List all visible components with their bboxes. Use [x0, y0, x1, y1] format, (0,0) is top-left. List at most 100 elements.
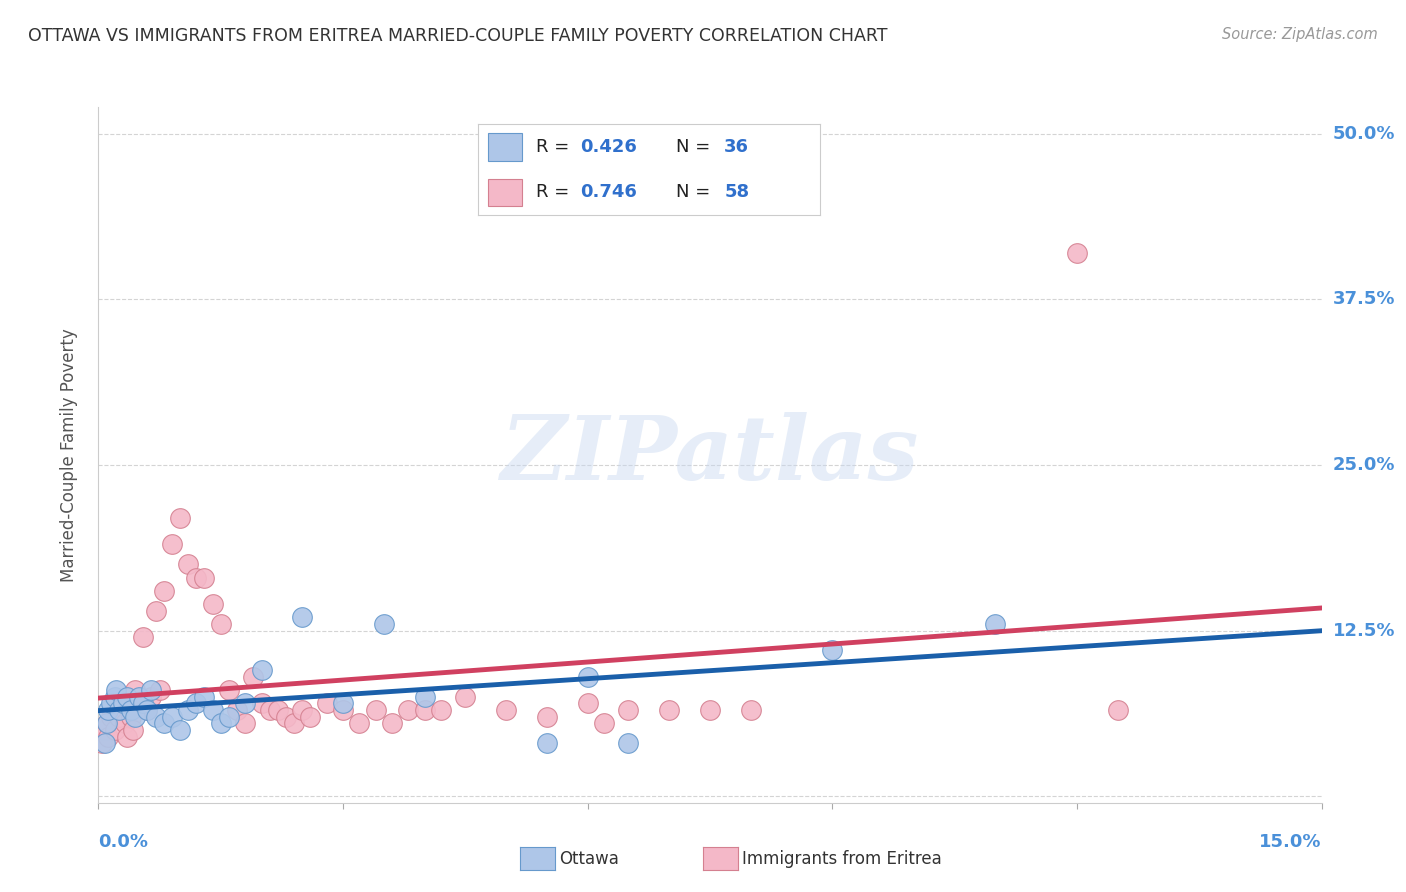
Point — [332, 697, 354, 711]
Point — [1066, 245, 1088, 260]
Text: 0.426: 0.426 — [581, 138, 637, 156]
Point — [454, 690, 477, 704]
Point — [136, 703, 159, 717]
Point — [536, 736, 558, 750]
Point — [128, 690, 150, 704]
Point — [100, 697, 122, 711]
Point — [209, 616, 232, 631]
Point — [193, 570, 215, 584]
Text: 0.746: 0.746 — [581, 183, 637, 202]
Point — [152, 716, 174, 731]
Point — [177, 703, 200, 717]
Point — [104, 723, 127, 737]
Point — [430, 703, 453, 717]
FancyBboxPatch shape — [488, 178, 522, 206]
Point — [149, 683, 172, 698]
Text: ZIPatlas: ZIPatlas — [502, 412, 918, 498]
Point — [115, 730, 138, 744]
Point — [699, 703, 721, 717]
Point — [315, 697, 337, 711]
Point — [186, 570, 208, 584]
Point — [536, 709, 558, 723]
Point — [291, 610, 314, 624]
Text: R =: R = — [536, 183, 575, 202]
Point — [617, 736, 640, 750]
Point — [821, 643, 844, 657]
Point — [201, 703, 224, 717]
Point — [160, 537, 183, 551]
Point — [97, 730, 120, 744]
Point — [413, 703, 436, 717]
Text: R =: R = — [536, 138, 575, 156]
Point — [108, 703, 131, 717]
Point — [658, 703, 681, 717]
Point — [233, 697, 256, 711]
Point — [111, 697, 134, 711]
Point — [259, 703, 281, 717]
Point — [576, 697, 599, 711]
Point — [145, 709, 167, 723]
Point — [1107, 703, 1129, 717]
Point — [250, 663, 273, 677]
Text: N =: N = — [676, 138, 716, 156]
Point — [218, 683, 240, 698]
Point — [120, 703, 142, 717]
Point — [152, 583, 174, 598]
Text: 50.0%: 50.0% — [1333, 125, 1395, 143]
Point — [128, 697, 150, 711]
Text: N =: N = — [676, 183, 716, 202]
Point — [108, 709, 131, 723]
Point — [91, 736, 114, 750]
Point — [242, 670, 264, 684]
Point — [396, 703, 419, 717]
Point — [495, 703, 517, 717]
FancyBboxPatch shape — [488, 134, 522, 161]
Point — [94, 723, 117, 737]
Point — [740, 703, 762, 717]
Point — [291, 703, 314, 717]
Point — [124, 683, 146, 698]
Point — [283, 716, 305, 731]
Point — [115, 690, 138, 704]
Point — [274, 709, 297, 723]
Point — [250, 697, 273, 711]
Point — [349, 716, 371, 731]
Point — [114, 716, 136, 731]
Point — [332, 703, 354, 717]
Point — [169, 511, 191, 525]
Point — [100, 709, 122, 723]
Point — [373, 616, 395, 631]
Point — [233, 716, 256, 731]
Point — [105, 703, 128, 717]
Point — [104, 690, 127, 704]
Point — [267, 703, 290, 717]
Point — [136, 703, 159, 717]
Text: Immigrants from Eritrea: Immigrants from Eritrea — [742, 850, 942, 868]
Point — [576, 670, 599, 684]
Point — [94, 736, 117, 750]
Text: 0.0%: 0.0% — [98, 833, 149, 851]
Text: Ottawa: Ottawa — [560, 850, 620, 868]
Point — [105, 683, 128, 698]
Point — [120, 709, 142, 723]
Point — [111, 697, 134, 711]
Point — [132, 630, 155, 644]
Point — [141, 683, 163, 698]
Point — [96, 716, 118, 731]
Point — [201, 597, 224, 611]
Point — [218, 709, 240, 723]
Text: Source: ZipAtlas.com: Source: ZipAtlas.com — [1222, 27, 1378, 42]
Text: 15.0%: 15.0% — [1260, 833, 1322, 851]
Point — [984, 616, 1007, 631]
Point — [617, 703, 640, 717]
Point — [381, 716, 404, 731]
Text: 58: 58 — [724, 183, 749, 202]
Point — [186, 697, 208, 711]
Point — [169, 723, 191, 737]
Text: 37.5%: 37.5% — [1333, 290, 1395, 309]
Point — [299, 709, 322, 723]
Point — [364, 703, 387, 717]
Point — [145, 604, 167, 618]
Point — [193, 690, 215, 704]
Text: OTTAWA VS IMMIGRANTS FROM ERITREA MARRIED-COUPLE FAMILY POVERTY CORRELATION CHAR: OTTAWA VS IMMIGRANTS FROM ERITREA MARRIE… — [28, 27, 887, 45]
